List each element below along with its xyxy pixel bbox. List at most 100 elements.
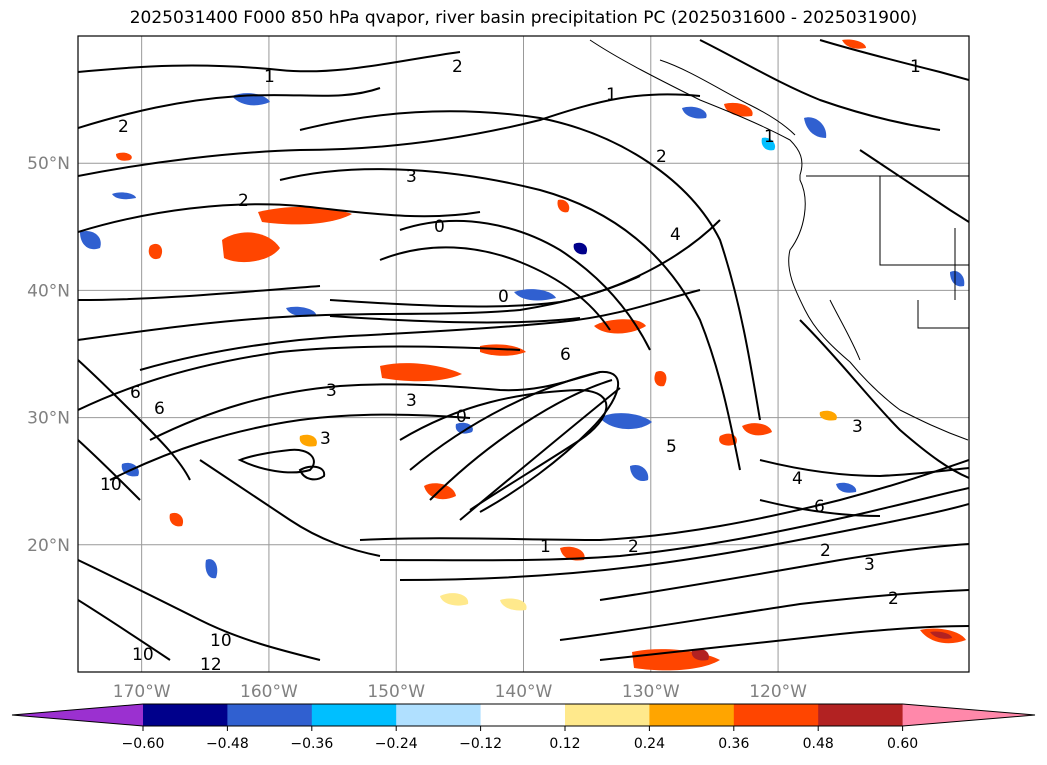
precip-negative-area xyxy=(80,230,101,250)
colorbar-segment xyxy=(818,704,904,726)
qvapor-contours xyxy=(78,39,969,661)
precip-negative-area xyxy=(950,270,965,287)
colorbar-segment xyxy=(649,704,735,726)
precip-negative-area xyxy=(455,422,473,434)
precip-positive-area xyxy=(222,232,280,263)
contour-label: 6 xyxy=(154,399,165,419)
precip-positive-area xyxy=(440,593,469,606)
precip-positive-area xyxy=(380,363,462,382)
colorbar: −0.60 −0.48 −0.36 −0.24 −0.12 0.12 0.24 0.36 0.4… xyxy=(11,703,1036,752)
contour-label: 1 xyxy=(764,127,775,147)
contour-label: 2 xyxy=(656,147,667,167)
colorbar-segment xyxy=(396,704,482,726)
latitude-tick-label: 40°N xyxy=(27,281,70,301)
longitude-tick-label: 130°W xyxy=(622,682,680,702)
precip-positive-area xyxy=(116,152,132,161)
precip-negative-area xyxy=(600,413,652,430)
contour-label: 10 xyxy=(100,475,122,495)
contour-labels: 1 2 3 2 0 0 4 1 2 3 3 6 6 3 2 1 2 3 10 1… xyxy=(100,57,921,675)
contour-label: 3 xyxy=(852,417,863,437)
contour-label: 2 xyxy=(118,117,129,137)
precip-negative-area xyxy=(514,289,556,301)
precip-positive-area xyxy=(842,39,866,49)
longitude-tick-label: 150°W xyxy=(367,682,425,702)
contour-label: 1 xyxy=(606,85,617,105)
latitude-tick-label: 20°N xyxy=(27,536,70,556)
precip-negative-area xyxy=(286,306,317,317)
contour-label: 2 xyxy=(452,57,463,77)
precip-positive-area xyxy=(258,206,352,225)
longitude-tick-label: 140°W xyxy=(495,682,553,702)
precip-positive-area xyxy=(594,319,646,334)
colorbar-tick-label: −0.36 xyxy=(290,736,333,752)
map-frame xyxy=(77,35,970,673)
contour-label: 3 xyxy=(320,429,331,449)
colorbar-segment xyxy=(227,704,313,726)
contour-label: 3 xyxy=(406,167,417,187)
latitude-tick-label: 30°N xyxy=(27,409,70,429)
colorbar-segment xyxy=(733,704,819,726)
colorbar-segment xyxy=(311,704,397,726)
contour-label: 3 xyxy=(406,391,417,411)
precip-negative-area xyxy=(804,117,827,138)
chart-title: 2025031400 F000 850 hPa qvapor, river ba… xyxy=(129,8,918,28)
contour-label: 1 xyxy=(264,67,275,87)
precip-positive-area xyxy=(819,410,837,421)
colorbar-tick-label: −0.48 xyxy=(206,736,249,752)
colorbar-tick-label: −0.24 xyxy=(375,736,418,752)
latitude-tick-label: 50°N xyxy=(27,154,70,174)
precip-positive-area xyxy=(169,512,184,527)
precip-positive-area xyxy=(500,598,527,611)
axis-tick-labels: 170°W 160°W 150°W 140°W 130°W 120°W50°N40°N30… xyxy=(27,154,807,702)
contour-label: 6 xyxy=(814,497,825,517)
precip-positive-area xyxy=(560,546,585,561)
contour-label: 10 xyxy=(210,631,232,651)
contour-label: 2 xyxy=(238,191,249,211)
contour-label: 0 xyxy=(434,217,445,237)
precip-negative-area xyxy=(573,242,588,255)
contour-label: 2 xyxy=(888,589,899,609)
coastlines xyxy=(589,39,969,441)
contour-label: 0 xyxy=(498,287,509,307)
contour-label: 10 xyxy=(132,645,154,665)
colorbar-tick-label: 0.60 xyxy=(887,736,918,752)
longitude-tick-label: 160°W xyxy=(240,682,298,702)
precip-positive-area xyxy=(299,434,317,447)
colorbar-tick-label: 0.12 xyxy=(549,736,580,752)
contour-label: 6 xyxy=(130,383,141,403)
precip-positive-area xyxy=(930,631,952,639)
colorbar-tick-label: −0.60 xyxy=(122,736,165,752)
precip-negative-area xyxy=(205,559,218,579)
contour-label: 3 xyxy=(326,381,337,401)
colorbar-extend-high xyxy=(902,704,1035,726)
contour-label: 6 xyxy=(560,345,571,365)
precip-negative-area xyxy=(836,482,857,493)
contour-label: 2 xyxy=(628,537,639,557)
contour-label: 12 xyxy=(200,655,222,675)
precip-negative-area xyxy=(630,464,649,482)
colorbar-tick-label: −0.12 xyxy=(459,736,502,752)
colorbar-segment xyxy=(480,704,566,726)
contour-label: 0 xyxy=(456,407,467,427)
precip-positive-area xyxy=(148,243,163,260)
precip-negative-area xyxy=(682,106,707,119)
contour-label: 1 xyxy=(540,537,551,557)
longitude-tick-label: 170°W xyxy=(113,682,171,702)
precip-negative-area xyxy=(112,192,136,200)
precip-positive-area xyxy=(654,370,667,387)
contour-label: 4 xyxy=(670,225,681,245)
colorbar-tick-label: 0.36 xyxy=(718,736,749,752)
colorbar-tick-label: 0.24 xyxy=(634,736,665,752)
precip-negative-area xyxy=(761,137,776,151)
contour-label: 2 xyxy=(820,541,831,561)
precip-positive-area xyxy=(742,423,772,436)
precip-positive-area xyxy=(691,648,709,661)
contour-label: 1 xyxy=(910,57,921,77)
contour-label: 5 xyxy=(666,437,677,457)
contour-label: 4 xyxy=(792,469,803,489)
longitude-tick-label: 120°W xyxy=(749,682,807,702)
graticule xyxy=(78,36,969,672)
colorbar-segment xyxy=(565,704,650,726)
precip-positive-area xyxy=(557,199,570,213)
